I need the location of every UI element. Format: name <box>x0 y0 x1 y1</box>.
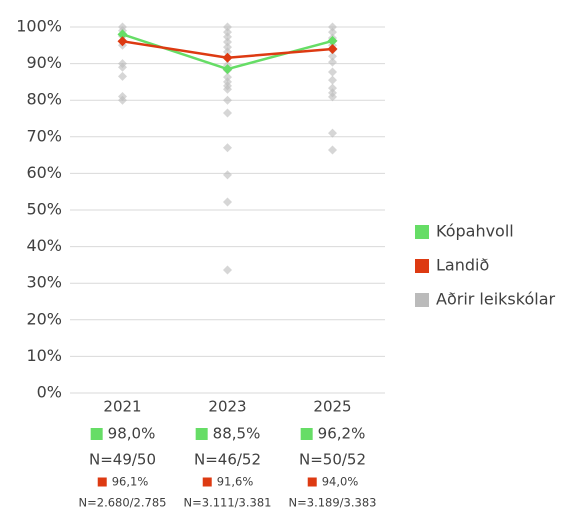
y-tick-label: 10% <box>26 346 62 365</box>
n-label: N=3.189/3.383 <box>289 496 377 509</box>
point <box>328 145 337 155</box>
point <box>223 42 232 52</box>
point <box>118 71 127 81</box>
point <box>328 57 337 67</box>
point <box>328 22 337 32</box>
x-tick-label: 2023 <box>208 398 246 416</box>
point <box>223 108 232 118</box>
y-tick-label: 40% <box>26 236 62 255</box>
y-tick-label: 60% <box>26 163 62 182</box>
label-swatch <box>202 477 212 487</box>
value-label: 98,0% <box>108 425 156 443</box>
point <box>223 72 232 82</box>
x-tick-label: 2021 <box>103 398 141 416</box>
y-tick-label: 90% <box>26 53 62 72</box>
point <box>328 92 337 102</box>
label-swatch <box>195 428 208 440</box>
point <box>328 128 337 138</box>
point <box>223 143 232 153</box>
point <box>328 83 337 93</box>
value-label: 96,1% <box>112 475 149 489</box>
point <box>118 62 127 72</box>
y-tick-label: 20% <box>26 309 62 328</box>
marker <box>117 36 128 47</box>
y-tick-label: 100% <box>16 17 62 36</box>
value-label: 94,0% <box>322 475 359 489</box>
y-tick-label: 30% <box>26 273 62 292</box>
point <box>223 27 232 37</box>
label-swatch <box>307 477 317 487</box>
point <box>328 75 337 85</box>
value-label: 88,5% <box>213 425 261 443</box>
point <box>328 67 337 77</box>
x-tick-label: 2025 <box>313 398 351 416</box>
point <box>328 51 337 61</box>
legend-swatch <box>415 259 429 273</box>
point <box>223 170 232 180</box>
point <box>223 32 232 42</box>
value-label: 96,2% <box>318 425 366 443</box>
legend-label: Landið <box>436 256 489 275</box>
legend-swatch <box>415 225 429 239</box>
point <box>118 95 127 105</box>
marker <box>327 43 338 54</box>
point <box>223 95 232 105</box>
n-label: N=46/52 <box>194 451 261 469</box>
point <box>223 265 232 275</box>
label-swatch <box>90 428 103 440</box>
point <box>328 27 337 37</box>
label-swatch <box>300 428 313 440</box>
label-swatch <box>97 477 107 487</box>
n-label: N=50/52 <box>299 451 366 469</box>
point <box>223 22 232 32</box>
point <box>223 197 232 207</box>
n-label: N=2.680/2.785 <box>79 496 167 509</box>
n-label: N=49/50 <box>89 451 156 469</box>
legend-label: Kópahvoll <box>436 222 514 241</box>
legend-label: Aðrir leikskólar <box>436 290 555 309</box>
y-tick-label: 70% <box>26 126 62 145</box>
n-label: N=3.111/3.381 <box>184 496 272 509</box>
legend-swatch <box>415 293 429 307</box>
point <box>223 37 232 47</box>
marker <box>327 35 338 46</box>
point <box>223 84 232 94</box>
y-tick-label: 80% <box>26 90 62 109</box>
y-tick-label: 0% <box>37 383 62 402</box>
point <box>223 47 232 57</box>
marker <box>222 64 233 75</box>
y-tick-label: 50% <box>26 200 62 219</box>
marker <box>222 52 233 63</box>
marker <box>117 29 128 40</box>
value-label: 91,6% <box>217 475 254 489</box>
